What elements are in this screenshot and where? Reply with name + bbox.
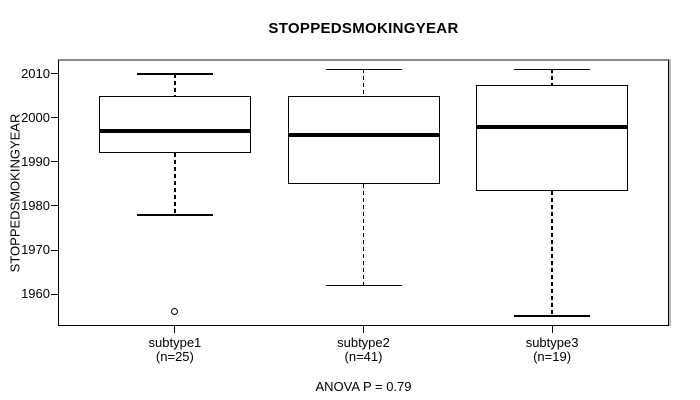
y-tick-label: 1980 [21,197,50,213]
y-tick-label: 1970 [21,242,50,258]
chart-title: STOPPEDSMOKINGYEAR [268,20,459,37]
y-tick-mark [51,161,58,163]
outlier-point [171,308,179,316]
x-tick-mark [551,326,553,333]
lower-whisker-line [551,190,553,317]
x-category-label: subtype1 (n=25) [100,336,250,364]
x-category-n: (n=19) [533,349,572,364]
upper-whisker-cap [136,73,213,75]
x-tick-mark [363,326,364,333]
y-tick-mark [51,117,58,119]
median-line [476,124,629,129]
lower-whisker-cap [136,214,213,216]
upper-whisker-line [551,69,553,85]
x-category-n: (n=41) [344,349,383,364]
upper-whisker-line [362,69,365,96]
iqr-box [98,95,251,154]
x-category-label: subtype2 (n=41) [289,336,439,364]
x-tick-mark [174,326,176,333]
lower-whisker-line [174,153,176,215]
upper-whisker-cap [325,68,402,71]
y-tick-label: 2000 [21,109,50,125]
lower-whisker-line [362,183,365,286]
iqr-box [287,95,440,184]
y-tick-mark [51,293,58,295]
median-line [98,129,251,134]
x-category-name: subtype1 [148,335,202,350]
y-tick-mark [51,249,58,251]
y-tick-label: 2010 [21,65,50,81]
lower-whisker-cap [325,284,402,287]
x-category-name: subtype3 [525,335,579,350]
anova-annotation: ANOVA P = 0.79 [315,379,412,394]
y-tick-mark [51,205,58,207]
upper-whisker-cap [514,68,591,71]
upper-whisker-line [174,73,176,96]
lower-whisker-cap [514,315,591,317]
iqr-box [476,84,629,191]
y-tick-mark [51,73,58,75]
x-category-n: (n=25) [155,349,194,364]
median-line [287,133,440,138]
x-category-label: subtype3 (n=19) [477,336,627,364]
y-tick-label: 1960 [21,286,50,302]
y-tick-label: 1990 [21,153,50,169]
x-category-name: subtype2 [337,335,390,350]
